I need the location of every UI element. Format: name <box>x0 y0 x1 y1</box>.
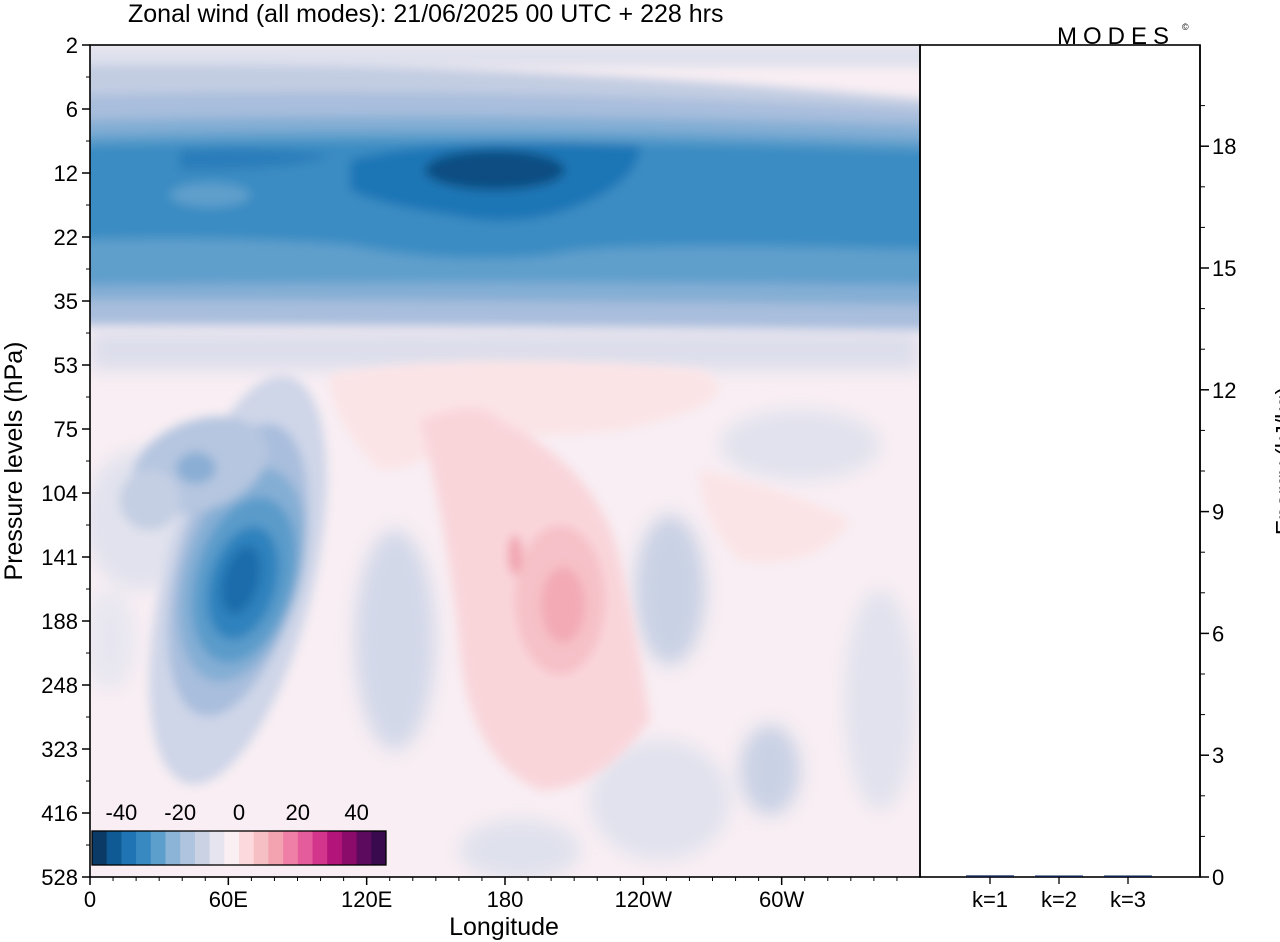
energy-tick-label: 12 <box>1212 378 1236 403</box>
y-tick-label: 104 <box>41 481 78 506</box>
y-tick-label: 323 <box>41 737 78 762</box>
lower-easterly-patches <box>90 330 920 877</box>
x-tick-label: 60W <box>759 887 804 912</box>
colorbar-swatch <box>106 831 122 865</box>
colorbar-swatch <box>136 831 152 865</box>
colorbar-swatch <box>253 831 269 865</box>
energy-tick-label: 0 <box>1212 865 1224 890</box>
contour-patch <box>740 725 800 815</box>
colorbar-swatch <box>92 831 108 865</box>
contour-patch <box>221 545 261 615</box>
energy-tick-label: 3 <box>1212 743 1224 768</box>
y-tick-label: 53 <box>54 353 78 378</box>
modes-logo: MODES <box>1057 23 1175 50</box>
colorbar-swatch <box>312 831 328 865</box>
colorbar-swatch <box>341 831 357 865</box>
colorbar-label: -40 <box>106 800 138 825</box>
y-tick-label: 22 <box>54 225 78 250</box>
energy-tick-label: 15 <box>1212 256 1236 281</box>
contour-patch <box>120 470 180 530</box>
contour-patch <box>635 515 705 665</box>
x-tick-label: 120E <box>341 887 392 912</box>
y-tick-label: 75 <box>54 417 78 442</box>
colorbar-swatch <box>268 831 284 865</box>
colorbar-swatch <box>239 831 255 865</box>
energy-tick-label: 18 <box>1212 134 1236 159</box>
y-tick-label: 35 <box>54 289 78 314</box>
colorbar-swatch <box>224 831 240 865</box>
colorbar-label: 40 <box>344 800 368 825</box>
y-tick-label: 188 <box>41 609 78 634</box>
colorbar-swatch <box>209 831 225 865</box>
copyright-mark: © <box>1182 22 1189 32</box>
colorbar-swatch <box>356 831 372 865</box>
colorbar-swatch <box>371 831 387 865</box>
colorbar-swatch <box>150 831 166 865</box>
energy-category-label: k=3 <box>1110 887 1146 912</box>
contour-patch <box>355 530 435 750</box>
y-axis-label: Pressure levels (hPa) <box>0 342 28 581</box>
contour-field <box>90 45 920 877</box>
colorbar-label: 20 <box>286 800 310 825</box>
energy-tick-label: 9 <box>1212 500 1224 525</box>
y-tick-label: 6 <box>66 97 78 122</box>
colorbar-label: -20 <box>164 800 196 825</box>
energy-axis-label: Energy (kJ/kg) <box>1271 387 1280 535</box>
y-tick-label: 2 <box>66 33 78 58</box>
colorbar-swatch <box>194 831 210 865</box>
x-axis-label: Longitude <box>449 913 559 941</box>
y-tick-label: 528 <box>41 865 78 890</box>
energy-tick-label: 6 <box>1212 621 1224 646</box>
pressure-axis: 2 6 12 22 35 53 75 104 141 188 248 323 416 528 <box>41 33 90 890</box>
y-tick-label: 141 <box>41 545 78 570</box>
contour-patch <box>460 820 580 877</box>
contour-patch <box>720 410 880 480</box>
x-tick-label: 180 <box>487 887 524 912</box>
energy-bar <box>1035 875 1083 877</box>
colorbar-swatch <box>180 831 196 865</box>
energy-bars: k=1 k=2 k=3 <box>966 875 1152 912</box>
contour-patch <box>425 150 565 190</box>
stratospheric-bands <box>90 45 920 330</box>
colorbar-legend: -40 -20 0 20 40 <box>91 800 387 866</box>
x-tick-label: 120W <box>615 887 673 912</box>
contour-patch <box>541 567 585 643</box>
westerly-region <box>330 361 850 790</box>
colorbar-swatch <box>297 831 313 865</box>
colorbar-swatch <box>121 831 137 865</box>
contour-patch <box>170 183 250 207</box>
contour-patch <box>590 740 730 860</box>
colorbar-swatch <box>327 831 343 865</box>
x-tick-label: 60E <box>209 887 248 912</box>
contour-patch <box>176 452 216 484</box>
colorbar-frame <box>91 830 387 866</box>
energy-category-label: k=1 <box>972 887 1008 912</box>
contour-patch <box>845 590 915 810</box>
contour-patch <box>508 535 522 575</box>
energy-category-label: k=2 <box>1041 887 1077 912</box>
energy-bar <box>966 875 1014 877</box>
y-tick-label: 248 <box>41 673 78 698</box>
y-tick-label: 416 <box>41 801 78 826</box>
y-tick-label: 12 <box>54 161 78 186</box>
energy-bar <box>1104 875 1152 877</box>
colorbar-swatch <box>165 831 181 865</box>
contour-patch <box>180 148 330 170</box>
energy-panel-frame <box>919 44 1201 878</box>
upper-easterly-jet <box>120 375 327 785</box>
energy-axis: 0 3 6 9 12 15 18 <box>1200 105 1236 890</box>
contour-patch <box>90 590 135 690</box>
longitude-axis: 0 60E 120E 180 120W 60W <box>84 877 898 912</box>
x-tick-label: 0 <box>84 887 96 912</box>
contour-patch <box>90 45 920 67</box>
colorbar-label: 0 <box>233 800 245 825</box>
contour-patch <box>700 470 850 562</box>
colorbar-swatch <box>283 831 299 865</box>
chart-title: Zonal wind (all modes): 21/06/2025 00 UT… <box>128 0 723 28</box>
